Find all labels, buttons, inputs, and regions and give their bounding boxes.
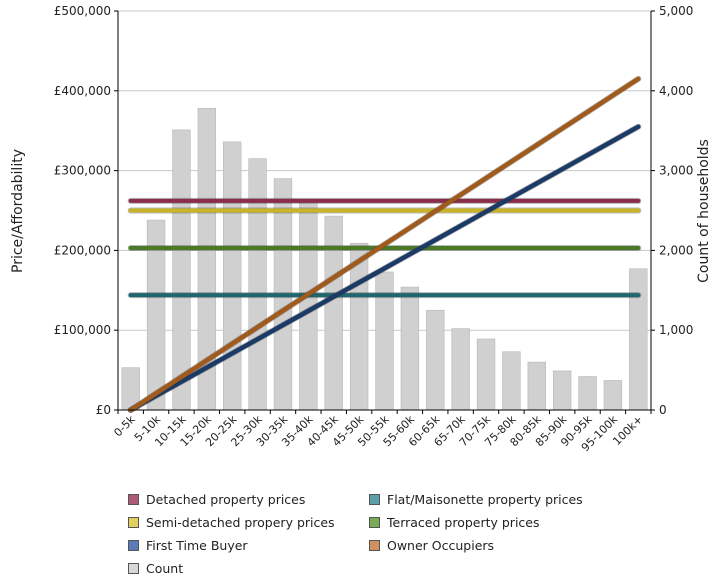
legend-item: First Time Buyer xyxy=(128,538,248,553)
legend-swatch xyxy=(369,540,380,551)
bar-count xyxy=(172,129,191,411)
y-tick-label: £500,000 xyxy=(54,4,111,18)
y-tick-label: £200,000 xyxy=(54,243,111,257)
line-first-time-buyer xyxy=(128,124,641,413)
bar-count xyxy=(578,376,597,411)
y2-tick-label: 1,000 xyxy=(659,323,693,337)
y-tick-label: £100,000 xyxy=(54,323,111,337)
chart-svg: £0 £100,000 £200,000 £300,000 £400,000 £500,0… xyxy=(10,4,712,454)
legend-label: Terraced property prices xyxy=(387,515,540,530)
legend-label: Count xyxy=(146,561,184,576)
legend-item: Flat/Maisonette property prices xyxy=(369,492,583,507)
legend-swatch xyxy=(369,494,380,505)
bar-count xyxy=(400,286,420,411)
line-owner-occupiers xyxy=(128,76,641,413)
legend-swatch xyxy=(369,517,380,528)
bar-count xyxy=(552,370,572,411)
legend-item: Count xyxy=(128,561,183,576)
y2-tick-label: 4,000 xyxy=(659,84,693,98)
legend-item: Terraced property prices xyxy=(369,515,540,530)
bar-count xyxy=(426,309,445,411)
y2-tick-label: 2,000 xyxy=(659,243,693,257)
y-tick-label: £300,000 xyxy=(54,164,111,178)
legend-swatch xyxy=(128,517,139,528)
line-series xyxy=(127,75,642,413)
y-tick-label: £0 xyxy=(96,403,111,417)
legend-swatch xyxy=(128,494,139,505)
legend-item: Owner Occupiers xyxy=(369,538,494,553)
legend-label: Flat/Maisonette property prices xyxy=(387,492,583,507)
bar-count xyxy=(476,338,496,411)
bar-count xyxy=(248,158,267,411)
legend-label: First Time Buyer xyxy=(146,538,248,553)
y-axis-title: Price/Affordability xyxy=(10,149,26,273)
bar-count xyxy=(629,268,648,411)
legend-item: Detached property prices xyxy=(128,492,305,507)
legend-swatch xyxy=(128,540,139,551)
bar-count xyxy=(451,328,470,411)
legend-swatch xyxy=(128,563,139,574)
y2-tick-label: 5,000 xyxy=(659,4,693,18)
y2-tick-label: 3,000 xyxy=(659,164,693,178)
bar-count xyxy=(223,141,242,411)
legend-label: Owner Occupiers xyxy=(387,538,495,553)
legend-item: Semi-detached propery prices xyxy=(128,515,335,530)
bar-count xyxy=(502,351,521,411)
legend-label: Semi-detached propery prices xyxy=(146,515,335,530)
axis-labels: Price/Affordability Count of households xyxy=(10,139,712,283)
legend-label: Detached property prices xyxy=(146,492,306,507)
bar-count xyxy=(603,380,623,411)
bar-count xyxy=(527,361,546,411)
y-tick-label: £400,000 xyxy=(54,84,111,98)
y2-axis-title: Count of households xyxy=(696,139,712,283)
y2-tick-label: 0 xyxy=(659,403,667,417)
